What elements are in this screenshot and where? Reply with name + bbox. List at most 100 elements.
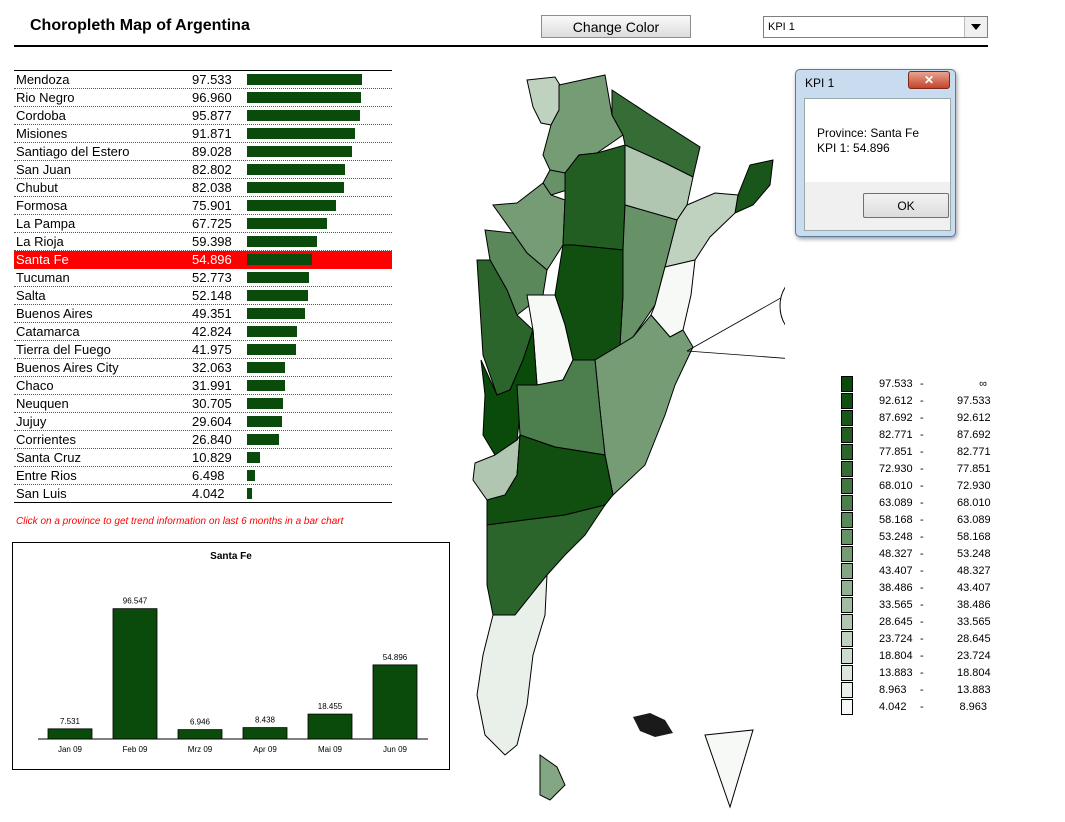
- ranking-row[interactable]: San Luis 4.042: [14, 485, 392, 503]
- legend-low: 13.883: [879, 667, 913, 679]
- ranking-province-name: Santa Fe: [16, 252, 69, 267]
- page-title: Choropleth Map of Argentina: [30, 17, 250, 34]
- chart-data-label: 7.531: [60, 717, 81, 726]
- ranking-value: 59.398: [192, 234, 232, 249]
- chart-category-label: Feb 09: [123, 745, 148, 754]
- ranking-value: 97.533: [192, 72, 232, 87]
- chart-title: Santa Fe: [210, 551, 252, 562]
- kpi-dialog: KPI 1 ✕ Province: Santa Fe KPI 1: 54.896…: [795, 69, 956, 237]
- antarctica-sector: [704, 729, 754, 809]
- ranking-row[interactable]: Mendoza 97.533: [14, 70, 392, 89]
- province-tierradelfuego[interactable]: [539, 754, 566, 801]
- ok-button[interactable]: OK: [863, 193, 949, 218]
- ranking-row[interactable]: Rio Negro 96.960: [14, 89, 392, 107]
- ranking-row[interactable]: San Juan 82.802: [14, 161, 392, 179]
- ranking-value: 95.877: [192, 108, 232, 123]
- ranking-value: 52.148: [192, 288, 232, 303]
- legend-high: 77.851: [957, 463, 991, 475]
- ranking-value: 31.991: [192, 378, 232, 393]
- ranking-province-name: Chaco: [16, 378, 54, 393]
- legend-swatch: [841, 546, 853, 562]
- ranking-value: 41.975: [192, 342, 232, 357]
- chart-data-label: 54.896: [383, 653, 408, 662]
- legend-high: 13.883: [957, 684, 991, 696]
- province-misiones[interactable]: [734, 159, 774, 214]
- ranking-bar: [247, 488, 252, 499]
- ranking-row[interactable]: Jujuy 29.604: [14, 413, 392, 431]
- legend-dash: -: [920, 701, 924, 713]
- ranking-province-name: La Pampa: [16, 216, 76, 231]
- ranking-value: 6.498: [192, 468, 225, 483]
- ranking-bar: [247, 344, 297, 355]
- legend-high: 58.168: [957, 531, 991, 543]
- ranking-province-name: Neuquen: [16, 396, 69, 411]
- legend-low: 63.089: [879, 497, 913, 509]
- ranking-row[interactable]: Chubut 82.038: [14, 179, 392, 197]
- ranking-province-name: San Luis: [16, 486, 67, 501]
- ranking-row[interactable]: Formosa 75.901: [14, 197, 392, 215]
- dialog-province-line: Province: Santa Fe: [817, 126, 920, 140]
- chart-data-label: 8.438: [255, 716, 276, 725]
- legend-low: 58.168: [879, 514, 913, 526]
- ranking-province-name: Santa Cruz: [16, 450, 82, 465]
- legend-swatch: [841, 478, 853, 494]
- chevron-down-icon[interactable]: [964, 17, 987, 37]
- ranking-province-name: Misiones: [16, 126, 68, 141]
- province-chubut[interactable]: [486, 504, 607, 616]
- ranking-row[interactable]: Tucuman 52.773: [14, 269, 392, 287]
- ranking-bar: [247, 254, 312, 265]
- ranking-row[interactable]: Santiago del Estero 89.028: [14, 143, 392, 161]
- legend-high: 97.533: [957, 395, 991, 407]
- ranking-province-name: Tucuman: [16, 270, 70, 285]
- kpi-select-value: KPI 1: [768, 21, 795, 33]
- legend-swatch: [841, 461, 853, 477]
- ranking-province-name: Catamarca: [16, 324, 80, 339]
- ranking-row[interactable]: La Rioja 59.398: [14, 233, 392, 251]
- legend-dash: -: [920, 582, 924, 594]
- ranking-row[interactable]: Salta 52.148: [14, 287, 392, 305]
- ranking-bar: [247, 290, 309, 301]
- legend-high: 23.724: [957, 650, 991, 662]
- ranking-row[interactable]: Misiones 91.871: [14, 125, 392, 143]
- ranking-row[interactable]: Chaco 31.991: [14, 377, 392, 395]
- ranking-value: 54.896: [192, 252, 232, 267]
- ranking-row[interactable]: Cordoba 95.877: [14, 107, 392, 125]
- ranking-row[interactable]: La Pampa 67.725: [14, 215, 392, 233]
- kpi-select[interactable]: KPI 1: [763, 16, 988, 38]
- province-santacruz[interactable]: [476, 573, 548, 756]
- dialog-title: KPI 1: [805, 76, 835, 90]
- ranking-row[interactable]: Neuquen 30.705: [14, 395, 392, 413]
- legend-low: 53.248: [879, 531, 913, 543]
- ranking-value: 82.802: [192, 162, 232, 177]
- legend-swatch: [841, 427, 853, 443]
- ranking-bar: [247, 218, 327, 229]
- legend-low: 23.724: [879, 633, 913, 645]
- legend-dash: -: [920, 429, 924, 441]
- ranking-row[interactable]: Corrientes 26.840: [14, 431, 392, 449]
- legend-high: 43.407: [957, 582, 991, 594]
- legend-swatch: [841, 376, 853, 392]
- chart-category-label: Mai 09: [318, 745, 343, 754]
- ranking-province-name: Tierra del Fuego: [16, 342, 111, 357]
- ranking-row[interactable]: Buenos Aires 49.351: [14, 305, 392, 323]
- ranking-row[interactable]: Buenos Aires City 32.063: [14, 359, 392, 377]
- ranking-row[interactable]: Santa Cruz 10.829: [14, 449, 392, 467]
- trend-chart-svg: Santa Fe 7.531 Jan 09 96.547 Feb 09 6.946 Mrz …: [38, 551, 428, 754]
- dialog-footer: OK: [804, 182, 951, 231]
- ranking-value: 29.604: [192, 414, 232, 429]
- legend-low: 97.533: [879, 378, 913, 390]
- ranking-row[interactable]: Catamarca 42.824: [14, 323, 392, 341]
- legend-swatch: [841, 495, 853, 511]
- ranking-row[interactable]: Entre Rios 6.498: [14, 467, 392, 485]
- ranking-row[interactable]: Tierra del Fuego 41.975: [14, 341, 392, 359]
- ranking-province-name: Cordoba: [16, 108, 66, 123]
- ranking-value: 49.351: [192, 306, 232, 321]
- legend-high: 63.089: [957, 514, 991, 526]
- province-tucuman[interactable]: [542, 169, 568, 196]
- ranking-province-name: Mendoza: [16, 72, 70, 87]
- close-icon[interactable]: ✕: [908, 71, 950, 89]
- legend-low: 92.612: [879, 395, 913, 407]
- legend-low: 38.486: [879, 582, 913, 594]
- ranking-row[interactable]: Santa Fe 54.896: [14, 251, 392, 269]
- change-color-button[interactable]: Change Color: [541, 15, 691, 38]
